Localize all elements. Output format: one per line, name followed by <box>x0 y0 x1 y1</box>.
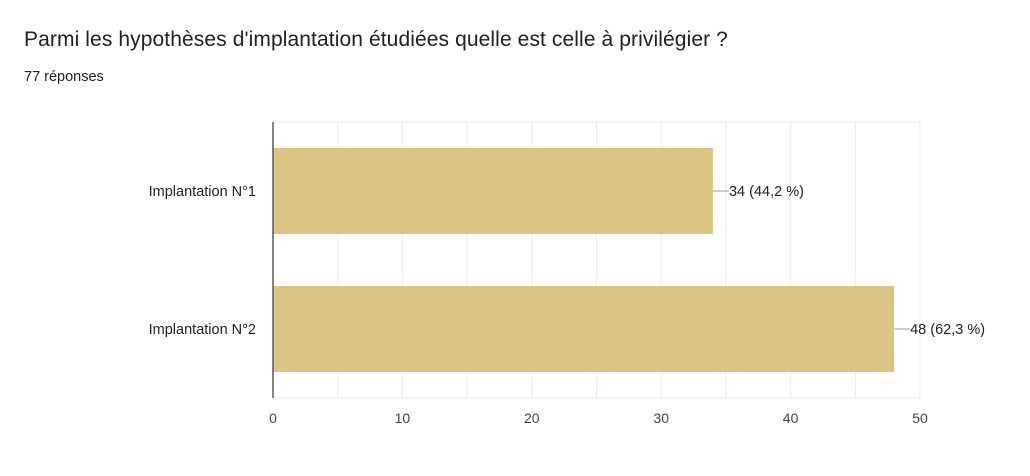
labels-layer: Implantation N°1 34 (44,2 %) Implantation … <box>149 184 985 338</box>
data-label: 34 (44,2 %) <box>729 184 804 200</box>
bar-2[interactable] <box>273 286 895 372</box>
response-count: 77 réponses <box>24 69 104 85</box>
x-tick-label: 20 <box>524 410 540 426</box>
data-label: 48 (62,3 %) <box>910 322 985 338</box>
x-tick-label: 50 <box>912 410 928 426</box>
x-tick-label: 40 <box>783 410 799 426</box>
axis-layer: 0 10 20 30 40 50 <box>269 122 928 426</box>
x-tick-label: 0 <box>269 410 277 426</box>
category-label: Implantation N°1 <box>149 184 256 200</box>
bar-1[interactable] <box>273 148 713 234</box>
bars-layer <box>273 148 895 372</box>
x-tick-label: 30 <box>653 410 669 426</box>
question-title: Parmi les hypothèses d'implantation étud… <box>24 28 728 51</box>
x-tick-label: 10 <box>395 410 411 426</box>
category-label: Implantation N°2 <box>149 322 256 338</box>
